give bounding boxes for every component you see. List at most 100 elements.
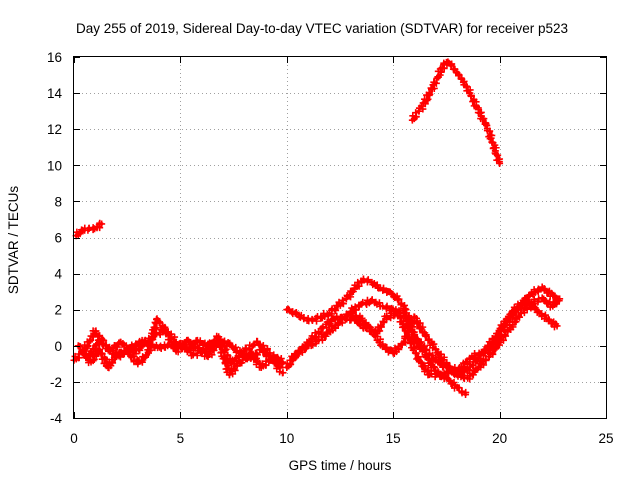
data-point [327, 311, 331, 315]
x-tick-label: 15 [386, 431, 401, 446]
y-tick-label: 8 [54, 194, 62, 209]
data-point [74, 234, 78, 238]
data-point [410, 118, 414, 122]
data-point [361, 277, 366, 281]
data-point [119, 340, 123, 344]
data-point [387, 290, 391, 294]
data-point [391, 351, 395, 355]
data-point [153, 333, 157, 337]
data-point [470, 355, 474, 359]
data-point [455, 373, 459, 377]
data-point [359, 317, 363, 321]
data-point [487, 355, 491, 359]
data-point [78, 230, 82, 234]
data-point [106, 365, 110, 370]
data-point [349, 311, 353, 315]
data-point [327, 329, 331, 333]
data-point [87, 355, 91, 359]
data-point [434, 347, 438, 352]
x-tick-label: 25 [598, 431, 613, 446]
data-point [191, 353, 195, 357]
data-point [489, 136, 493, 140]
data-point [259, 365, 263, 370]
data-point [153, 346, 157, 350]
series-arc-e [81, 327, 287, 368]
data-point [83, 228, 87, 232]
data-point [385, 315, 389, 319]
series-arc-a [72, 219, 106, 240]
data-point [444, 60, 448, 65]
data-point [508, 326, 512, 330]
data-point [463, 392, 468, 397]
data-point [289, 358, 293, 362]
y-tick-label: 6 [54, 231, 62, 246]
data-point [440, 66, 444, 70]
y-tick-label: -4 [50, 411, 62, 426]
data-point [353, 286, 357, 290]
data-point [104, 344, 108, 348]
data-point [227, 373, 231, 377]
data-point [321, 326, 325, 330]
data-point [423, 347, 427, 352]
data-point [444, 362, 448, 366]
data-point [93, 329, 97, 333]
data-point [95, 225, 100, 229]
data-point [285, 308, 289, 312]
data-point [555, 324, 559, 328]
data-point [402, 311, 406, 315]
x-tick-label: 20 [492, 431, 507, 446]
data-point [89, 360, 93, 364]
data-point [155, 317, 159, 321]
data-point [436, 75, 440, 79]
series-arc-h [287, 296, 561, 381]
data-point [502, 322, 506, 326]
data-point [302, 317, 306, 321]
data-point [480, 351, 485, 355]
data-point [412, 335, 417, 339]
data-point [370, 299, 374, 303]
data-point [249, 356, 253, 361]
data-points [70, 58, 564, 399]
data-point [97, 347, 102, 352]
x-tick-label: 10 [279, 431, 294, 446]
axis-ticks [74, 57, 607, 419]
data-point [540, 297, 544, 301]
data-point [493, 149, 497, 153]
data-point [285, 365, 289, 370]
data-point [529, 300, 534, 305]
data-point [474, 104, 478, 108]
data-point [163, 327, 168, 332]
data-point [412, 315, 417, 319]
data-point [476, 365, 480, 370]
data-point [174, 349, 178, 353]
data-point [480, 116, 485, 120]
data-point [370, 329, 374, 333]
data-point [370, 281, 374, 285]
data-point [280, 360, 285, 364]
data-point [434, 358, 438, 362]
data-point [268, 351, 272, 355]
y-tick-label: -2 [50, 375, 62, 390]
chart-title: Day 255 of 2019, Sidereal Day-to-day VTE… [76, 21, 568, 36]
y-tick-label: 4 [54, 267, 62, 282]
data-point [544, 317, 549, 321]
data-point [417, 109, 421, 113]
data-point [280, 371, 285, 375]
data-point [551, 293, 555, 297]
data-point [468, 91, 472, 95]
y-axis-label: SDTVAR / TECUs [6, 186, 21, 295]
x-tick-label: 0 [70, 431, 78, 446]
y-tick-label: 12 [47, 122, 62, 137]
data-point [438, 374, 442, 379]
data-point [529, 291, 534, 296]
data-point [380, 304, 385, 308]
data-point [229, 362, 234, 366]
data-point [498, 340, 502, 344]
data-point [359, 302, 363, 306]
data-point [395, 297, 400, 301]
data-point [417, 358, 421, 362]
data-point [378, 286, 383, 290]
data-point [255, 340, 259, 344]
